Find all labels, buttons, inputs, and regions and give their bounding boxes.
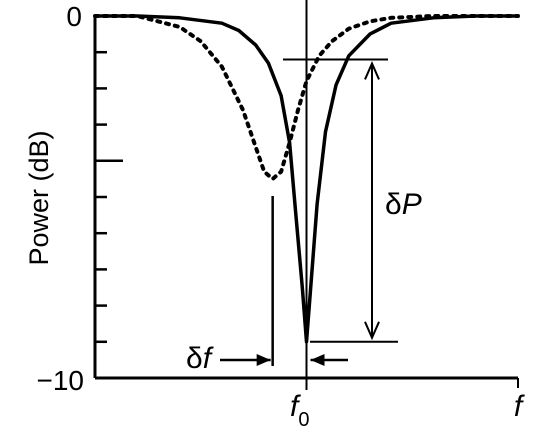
series-dotted-line: [93, 14, 520, 181]
delta-f-right-arrowhead: [310, 354, 325, 366]
delta-p-arrowhead-bottom: [364, 321, 380, 341]
annotation-delta-f-greek: δ: [186, 342, 203, 375]
delta-p-arrowhead-top: [364, 60, 380, 80]
delta-f-left-arrowhead: [256, 354, 271, 366]
x-axis-label: f: [514, 390, 525, 423]
series-layer: [93, 14, 520, 344]
annotation-layer: [220, 58, 398, 366]
y-axis-label: Power (dB): [24, 130, 54, 265]
annotation-delta-f-symbol: f: [203, 342, 214, 375]
y-ticks: [95, 14, 123, 380]
annotation-delta-p-greek: δ: [385, 188, 402, 221]
x-tick-sub: 0: [298, 409, 309, 431]
series-solid-line: [95, 14, 518, 344]
y-tick-label-top: 0: [66, 1, 82, 32]
annotation-delta-p-symbol: P: [402, 188, 422, 221]
x-tick-label-f0: f0: [290, 390, 309, 431]
x-tick-main: f: [290, 390, 301, 423]
annotation-delta-f: δf: [186, 342, 214, 375]
annotation-delta-p: δP: [385, 188, 422, 221]
y-tick-label-bottom: −10: [37, 365, 85, 396]
